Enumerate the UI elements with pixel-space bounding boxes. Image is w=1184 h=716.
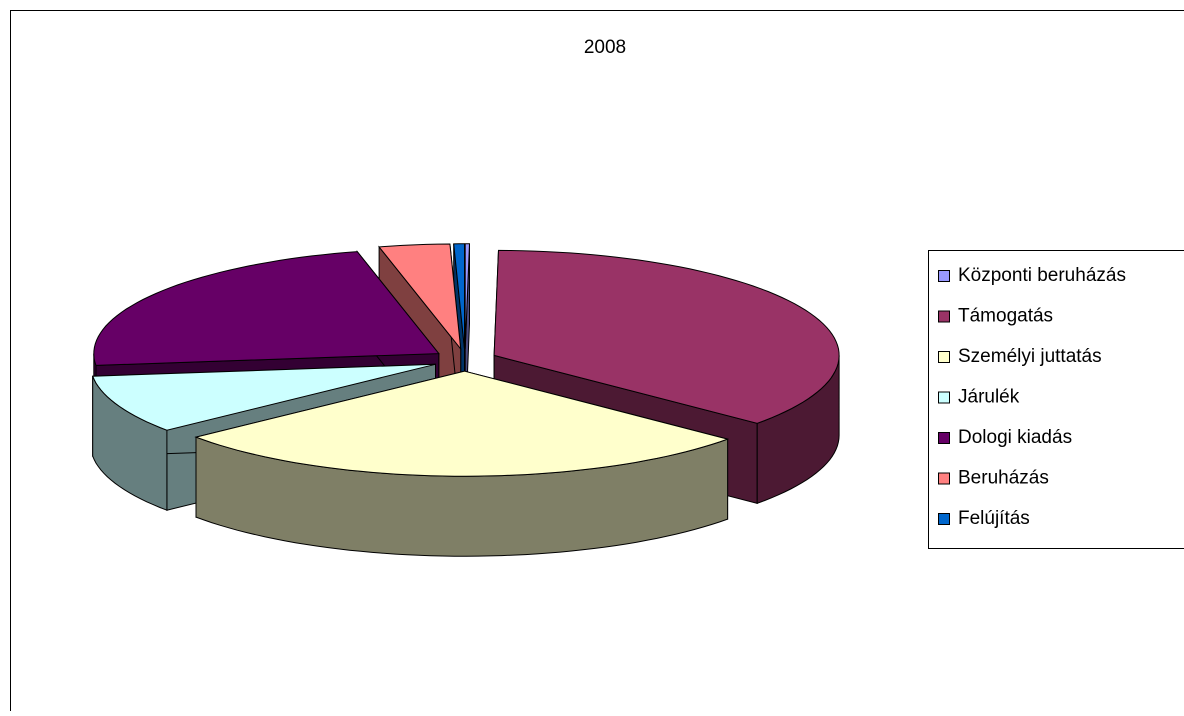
legend-swatch: [939, 311, 950, 322]
legend-swatch: [939, 271, 950, 282]
legend-label: Személyi juttatás: [958, 346, 1102, 367]
legend-swatch: [939, 352, 950, 363]
legend-swatch: [939, 514, 950, 525]
legend-label: Beruházás: [958, 468, 1049, 489]
legend-swatch: [939, 473, 950, 484]
chart-title: 2008: [584, 37, 626, 58]
legend-label: Dologi kiadás: [958, 427, 1072, 448]
legend-label: Központi beruházás: [958, 265, 1126, 286]
legend-swatch: [939, 392, 950, 403]
legend-label: Támogatás: [958, 306, 1053, 327]
legend-label: Járulék: [958, 387, 1020, 408]
legend-swatch: [939, 433, 950, 444]
legend-label: Felújítás: [958, 508, 1030, 529]
